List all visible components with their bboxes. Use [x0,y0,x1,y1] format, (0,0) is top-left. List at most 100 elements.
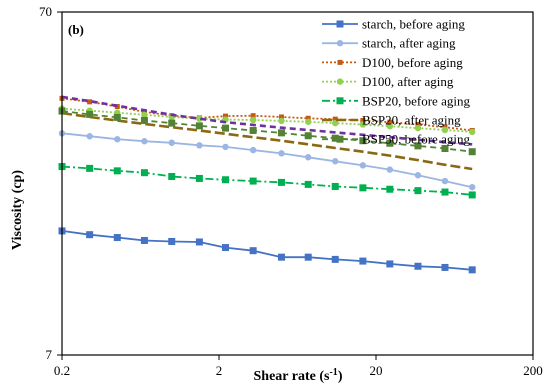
series-line [61,107,473,133]
data-point [222,113,228,119]
x-tick-label: 2 [216,363,223,378]
legend-marker [336,135,344,143]
data-point [441,188,449,196]
data-point [441,126,449,134]
data-point [195,122,203,130]
data-point [304,253,312,261]
data-point [141,111,148,119]
data-point [359,137,367,145]
series-line [61,165,473,196]
data-point [304,132,312,140]
data-point [414,142,422,150]
data-point [221,176,229,184]
data-point [469,128,476,136]
legend-marker [336,20,344,28]
data-point [332,119,339,127]
data-point [140,169,148,177]
legend: starch, before aging starch, after aging D… [322,17,470,147]
data-point [277,129,285,137]
data-point [168,139,175,146]
panel-label: (b) [68,22,84,37]
data-point [114,104,120,110]
data-point [278,114,284,120]
data-point [195,174,203,182]
data-point [469,183,476,191]
data-point [386,166,394,173]
data-point [249,126,257,134]
data-point [414,172,422,179]
data-point [141,138,148,145]
data-point [441,144,449,152]
data-point [441,263,449,271]
data-point [87,99,93,105]
data-point [414,124,422,132]
data-point [414,187,422,195]
data-point [196,142,203,149]
data-point [414,262,422,270]
legend-item: D100, before aging [322,55,463,70]
data-point [113,113,121,121]
series-0 [58,227,476,274]
legend-item: BSP50, before aging [322,132,470,147]
data-point [278,150,285,157]
data-point [386,185,394,193]
data-point [387,119,393,125]
data-point [332,158,339,165]
data-point [331,255,339,263]
data-point [386,139,394,147]
data-point [168,173,176,181]
data-point [222,143,229,151]
data-point [250,113,256,119]
legend-item: starch, before aging [322,17,465,32]
data-point [221,124,229,132]
data-point [331,182,339,190]
axes: 0.2 2 20 200 7 70 [39,4,543,378]
plot-area [58,95,476,274]
legend-marker [336,78,344,85]
data-point [468,266,476,274]
data-point [305,118,312,125]
data-point [114,136,121,143]
data-point [441,177,449,185]
legend-label: starch, before aging [362,17,465,32]
data-point [196,115,203,122]
data-point [249,247,257,255]
series-line [61,110,473,153]
x-tick-label: 20 [370,363,383,378]
legend-item: BSP20, before aging [322,93,470,108]
data-point [113,234,121,242]
data-point [249,146,257,154]
legend-item: starch, after aging [322,36,456,51]
series-line [61,95,473,146]
data-point [304,180,312,188]
legend-label: D100, after aging [362,74,454,89]
y-axis-title: Viscosity (cp) [10,170,25,250]
data-point [359,257,367,265]
data-point [331,134,339,142]
x-axis-title: Shear rate (s-1) [254,367,343,385]
data-point [168,237,176,245]
data-point [140,116,148,124]
data-point [277,253,285,261]
y-tick-label: 7 [46,347,53,362]
data-point [332,116,338,122]
series-line [61,97,473,132]
data-point [359,184,367,192]
series-line [61,230,473,271]
data-point [359,121,367,128]
legend-label: BSP50, before aging [362,132,470,147]
data-point [249,177,257,185]
data-point [86,164,94,172]
legend-label: BSP20, before aging [362,93,470,108]
legend-label: starch, after aging [362,36,456,51]
data-point [386,123,394,130]
data-point [305,115,311,121]
data-point [468,191,476,199]
data-point [113,167,121,175]
data-point [468,148,476,156]
x-tick-label: 0.2 [54,363,70,378]
data-point [278,117,285,125]
legend-marker [336,40,344,47]
